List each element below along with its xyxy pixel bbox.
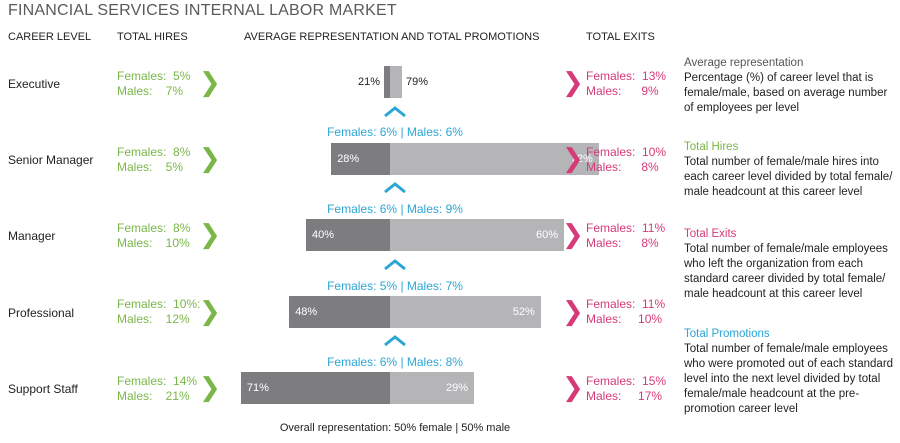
exits-senior-manager: Females: 10% Males: 8% <box>586 145 667 174</box>
header-total-hires: TOTAL HIRES <box>117 31 188 43</box>
chevron-right-icon: ❯ <box>199 144 221 174</box>
rep-bar-support-staff: 71% 29% <box>240 372 475 404</box>
hires-professional: Females: 10%: Males: 12% <box>117 297 201 326</box>
label-male-support-staff: 29% <box>446 382 469 394</box>
note-average-representation: Average representation Percentage (%) of… <box>684 56 898 116</box>
bar-male-executive: 79% <box>390 66 428 98</box>
label-female-support-staff: 71% <box>246 382 269 394</box>
level-label-senior-manager: Senior Manager <box>8 153 94 167</box>
hires-manager: Females: 8% Males: 10% <box>117 221 191 250</box>
note-text: Total number of female/male employees wh… <box>684 243 888 300</box>
exits-support-staff: Females: 15% Males: 17% <box>586 374 667 403</box>
header-total-exits: TOTAL EXITS <box>586 31 655 43</box>
hires-executive: Females: 5% Males: 7% <box>117 69 191 98</box>
level-label-professional: Professional <box>8 306 75 320</box>
bar-female-senior-manager: 28% <box>331 143 390 175</box>
chevron-right-icon: ❯ <box>199 220 221 250</box>
label-male-executive: 79% <box>406 76 429 88</box>
level-label-executive: Executive <box>8 77 61 91</box>
note-total-promotions: Total Promotions Total number of female/… <box>684 327 898 417</box>
label-male-professional: 52% <box>512 306 535 318</box>
note-title: Total Hires <box>684 141 739 153</box>
note-text: Percentage (%) of career level that is f… <box>684 72 888 114</box>
chevron-up-icon <box>384 259 406 271</box>
bar-male-senior-manager: 72% <box>389 143 599 175</box>
exits-manager: Females: 11% Males: 8% <box>586 221 666 250</box>
bar-male-support-staff: 29% <box>389 372 475 404</box>
chevron-right-icon: ❯ <box>199 373 221 403</box>
chevron-right-icon: ❯ <box>199 68 221 98</box>
exits-professional: Females: 11% Males: 10% <box>586 297 666 326</box>
chevron-right-icon: ❯ <box>199 297 221 327</box>
note-total-hires: Total Hires Total number of female/male … <box>684 140 898 200</box>
chevron-right-icon: ❯ <box>562 68 584 98</box>
level-label-manager: Manager <box>8 229 56 243</box>
promotion-professional-support: Females: 6% | Males: 8% <box>327 355 463 369</box>
promotion-senior-manager: Females: 6% | Males: 9% <box>327 202 463 216</box>
note-total-exits: Total Exits Total number of female/male … <box>684 227 898 302</box>
exits-executive: Females: 13% Males: 9% <box>586 69 667 98</box>
chevron-right-icon: ❯ <box>562 144 584 174</box>
rep-bar-senior-manager: 28% 72% <box>331 143 599 175</box>
label-male-senior-manager: 72% <box>570 153 593 165</box>
note-title: Total Exits <box>684 228 737 240</box>
bar-male-manager: 60% <box>390 219 564 251</box>
bar-male-professional: 52% <box>389 296 541 328</box>
header-avg-representation: AVERAGE REPRESENTATION AND TOTAL PROMOTI… <box>244 31 540 43</box>
bar-female-support-staff: 71% <box>240 372 390 404</box>
rep-bar-manager: 40% 60% <box>306 219 564 251</box>
label-male-manager: 60% <box>535 229 558 241</box>
promotion-manager-professional: Females: 5% | Males: 7% <box>327 279 463 293</box>
note-title: Average representation <box>684 57 804 69</box>
page-title: FINANCIAL SERVICES INTERNAL LABOR MARKET <box>8 2 397 19</box>
level-label-support-staff: Support Staff <box>8 382 78 396</box>
overall-representation: Overall representation: 50% female | 50%… <box>279 422 511 434</box>
chevron-up-icon <box>384 106 406 118</box>
label-female-professional: 48% <box>295 306 318 318</box>
bar-female-professional: 48% <box>289 296 390 328</box>
note-text: Total number of female/male employees wh… <box>684 343 894 415</box>
bar-female-manager: 40% <box>306 219 390 251</box>
hires-support-staff: Females: 14% Males: 21% <box>117 374 198 403</box>
label-female-senior-manager: 28% <box>337 153 360 165</box>
header-career-level: CAREER LEVEL <box>8 31 92 43</box>
note-title: Total Promotions <box>684 328 770 340</box>
rep-bar-professional: 48% 52% <box>289 296 541 328</box>
chevron-right-icon: ❯ <box>562 373 584 403</box>
promotion-exec-senior: Females: 6% | Males: 6% <box>327 125 463 139</box>
note-text: Total number of female/male hires into e… <box>684 156 893 198</box>
label-female-manager: 40% <box>312 229 335 241</box>
chevron-right-icon: ❯ <box>562 297 584 327</box>
chevron-up-icon <box>384 335 406 347</box>
rep-bar-executive: 21% 79% <box>358 66 428 98</box>
chevron-right-icon: ❯ <box>562 220 584 250</box>
label-female-executive: 21% <box>357 76 380 88</box>
hires-senior-manager: Females: 8% Males: 5% <box>117 145 191 174</box>
chevron-up-icon <box>384 182 406 194</box>
bar-female-executive: 21% <box>358 66 390 98</box>
